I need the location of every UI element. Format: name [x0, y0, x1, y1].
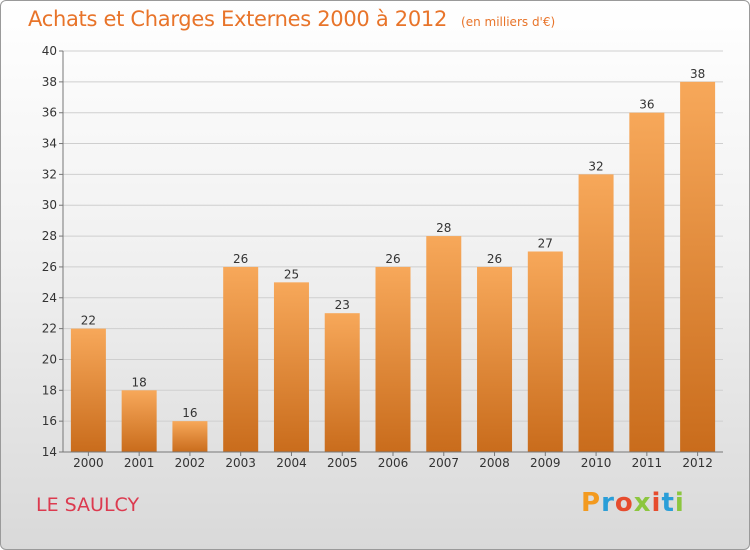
value-label-2001: 18	[132, 375, 147, 389]
brand-letter: r	[601, 488, 615, 518]
brand-letter: i	[651, 488, 662, 518]
brand-letter: i	[674, 488, 685, 518]
bar-2008	[477, 266, 513, 452]
y-tick-label: 28	[42, 229, 57, 243]
chart-subtitle: (en milliers d'€)	[461, 15, 556, 29]
value-label-2011: 36	[639, 98, 654, 112]
y-tick-label: 16	[42, 414, 57, 428]
y-tick-label: 30	[42, 198, 57, 212]
y-tick-label: 14	[42, 445, 57, 459]
bar-2004	[273, 282, 309, 452]
brand-letter: t	[661, 488, 675, 518]
brand-letter: P	[581, 488, 602, 518]
chart-title: Achats et Charges Externes 2000 à 2012	[28, 7, 448, 31]
y-tick-label: 34	[42, 137, 57, 151]
location-label: LE SAULCY	[36, 494, 140, 516]
x-tick-label-2000: 2000	[73, 456, 104, 470]
bar-2007	[426, 236, 462, 452]
bar-2000	[70, 328, 106, 452]
x-tick-label-2012: 2012	[682, 456, 713, 470]
title-row: Achats et Charges Externes 2000 à 2012 (…	[28, 7, 555, 31]
x-tick-label-2006: 2006	[378, 456, 409, 470]
value-label-2008: 26	[487, 252, 502, 266]
y-tick-label: 22	[42, 322, 57, 336]
y-tick-label: 38	[42, 75, 57, 89]
value-label-2006: 26	[385, 252, 400, 266]
value-label-2002: 16	[182, 406, 197, 420]
x-tick-label-2011: 2011	[632, 456, 663, 470]
y-tick-label: 26	[42, 260, 57, 274]
brand-logo: Proxiti	[581, 488, 685, 518]
value-label-2007: 28	[436, 221, 451, 235]
y-tick-label: 40	[42, 44, 57, 58]
y-tick-label: 24	[42, 291, 57, 305]
x-tick-label-2005: 2005	[327, 456, 358, 470]
value-label-2005: 23	[335, 298, 350, 312]
bar-2012	[680, 81, 716, 452]
x-tick-label-2002: 2002	[175, 456, 206, 470]
value-label-2003: 26	[233, 252, 248, 266]
brand-letter: o	[614, 488, 634, 518]
axes: 14 16 18 20 22 24 26 28 30 32 34 36 38 40 2000 2001 2002…	[42, 44, 723, 470]
bar-2003	[223, 266, 259, 452]
x-tick-label-2008: 2008	[479, 456, 510, 470]
x-tick-label-2003: 2003	[225, 456, 256, 470]
y-tick-label: 18	[42, 383, 57, 397]
bar-2002	[172, 421, 208, 452]
value-label-2004: 25	[284, 267, 299, 281]
bar-2011	[629, 112, 665, 452]
value-label-2000: 22	[81, 314, 96, 328]
value-label-2010: 32	[588, 159, 603, 173]
value-label-2009: 27	[538, 237, 553, 251]
y-tick-label: 32	[42, 167, 57, 181]
x-tick-label-2009: 2009	[530, 456, 561, 470]
bar-2009	[527, 251, 563, 452]
bar-2005	[324, 313, 360, 452]
y-tick-label: 36	[42, 106, 57, 120]
brand-letter: x	[633, 488, 652, 518]
bars: 22 18 16 26 25 23 26 28 26 27 32 36 38	[70, 67, 716, 452]
x-tick-label-2010: 2010	[581, 456, 612, 470]
x-tick-label-2007: 2007	[428, 456, 459, 470]
x-tick-label-2004: 2004	[276, 456, 307, 470]
bar-2006	[375, 266, 411, 452]
x-tick-label-2001: 2001	[124, 456, 155, 470]
bar-2010	[578, 174, 614, 452]
value-label-2012: 38	[690, 67, 705, 81]
bar-2001	[121, 390, 157, 452]
y-tick-label: 20	[42, 352, 57, 366]
